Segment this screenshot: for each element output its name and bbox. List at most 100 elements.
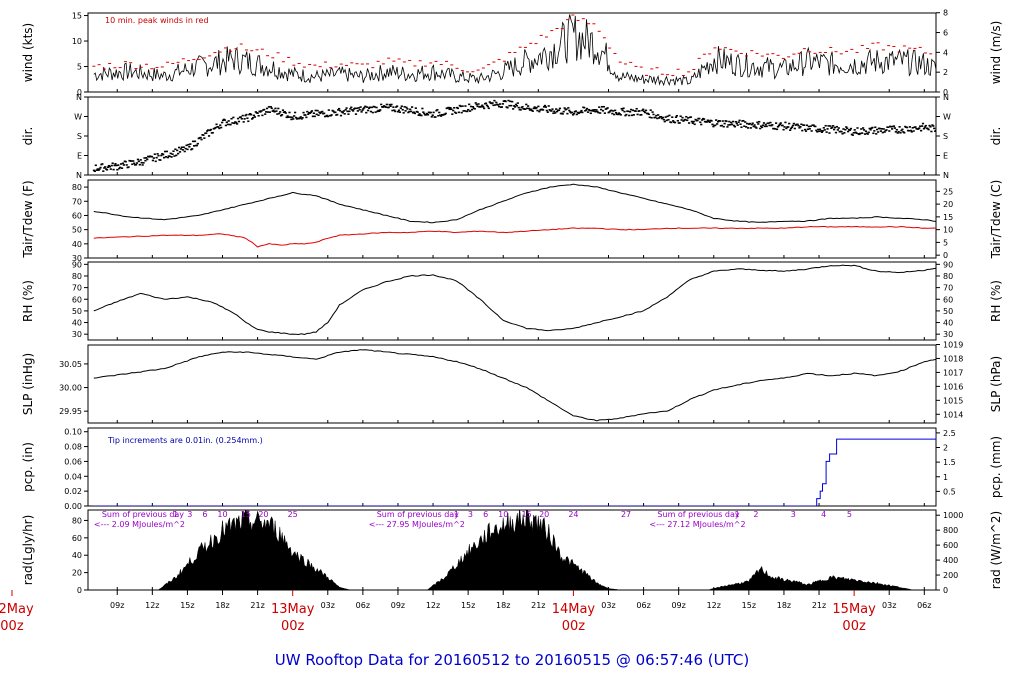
wind-dir-point xyxy=(595,109,598,111)
wind-dir-point xyxy=(121,162,125,165)
wind-dir-point xyxy=(863,133,867,135)
wind-dir-point xyxy=(723,122,726,125)
wind-dir-point xyxy=(667,118,670,121)
wind-dir-point xyxy=(825,131,828,133)
wind-dir-point xyxy=(768,124,771,127)
wind-dir-point xyxy=(507,99,510,102)
temp-frame xyxy=(87,179,937,259)
wind-dir-point xyxy=(849,127,853,130)
wind-dir-point xyxy=(888,130,891,132)
wind-dir-point xyxy=(638,110,641,112)
wind-dir-point xyxy=(763,125,766,128)
wind-dir-point xyxy=(163,156,166,159)
wind-dir-point xyxy=(321,110,324,113)
wind-dir-point xyxy=(226,123,229,126)
temp-ytick-label: 50 xyxy=(72,226,82,235)
rad-hour-label: 3 xyxy=(791,510,796,519)
wind-dir-point xyxy=(514,103,518,106)
wind-dir-point xyxy=(143,157,146,159)
wind-dir-point xyxy=(481,104,484,107)
dir-ytick-right-label: E xyxy=(943,152,948,161)
pcp-data xyxy=(93,431,936,506)
wind-dir-point xyxy=(159,159,162,161)
wind-dir-point xyxy=(306,110,309,113)
wind-dir-point xyxy=(191,148,194,150)
wind-dir-point xyxy=(365,111,368,114)
wind-dir-point xyxy=(593,108,596,111)
wind-dir-point xyxy=(760,126,764,129)
wind-dir-point xyxy=(337,109,340,111)
wind-dir-point xyxy=(681,116,684,119)
wind-dir-point xyxy=(774,128,777,130)
wind-dir-point xyxy=(602,105,606,108)
wind-dir-point xyxy=(675,114,679,117)
wind-dir-point xyxy=(668,114,671,117)
wind-dir-point xyxy=(163,150,167,153)
wind-dir-point xyxy=(156,153,159,155)
wind-dir-point xyxy=(299,116,302,118)
wind-dir-point xyxy=(803,124,806,127)
wind-dir-point xyxy=(894,131,897,133)
pcp-ytick-label: 0.06 xyxy=(64,457,82,466)
wind-dir-point xyxy=(751,122,754,125)
wind-dir-point xyxy=(715,119,718,121)
wind-dir-point xyxy=(283,110,286,113)
wind-dir-point xyxy=(357,107,360,109)
wind-dir-point xyxy=(642,108,645,111)
rad-sum-annotation: <--- 27.12 MJoules/m^2 xyxy=(649,520,745,529)
x-tick-label: 12z xyxy=(426,601,440,610)
x-tick-label: 09z xyxy=(110,601,124,610)
wind-dir-point xyxy=(608,111,611,113)
wind-dir-point xyxy=(771,124,774,126)
wind-dir-point xyxy=(425,113,428,116)
wind-dir-point xyxy=(808,128,811,130)
wind-dir-point xyxy=(610,109,613,112)
wind-dir-point xyxy=(783,126,786,128)
wind-dir-point xyxy=(229,123,232,126)
wind-dir-point xyxy=(670,121,673,124)
wind-dir-point xyxy=(253,116,256,118)
temp-Tair-line xyxy=(93,183,936,224)
rad-hour-label: 1 xyxy=(735,510,740,519)
rh-ytick-right-label: 40 xyxy=(943,319,953,328)
wind-dir-point xyxy=(420,114,423,117)
wind-dir-point xyxy=(508,104,511,107)
slp-data xyxy=(93,349,936,422)
wind-dir-point xyxy=(833,128,836,131)
wind-dir-point xyxy=(775,128,779,131)
wind-dir-point xyxy=(203,137,206,139)
wind-dir-point xyxy=(401,108,404,111)
wind-dir-point xyxy=(513,106,517,108)
wind-dir-point xyxy=(164,155,168,158)
wind-dir-point xyxy=(510,104,513,107)
wind-dir-point xyxy=(256,112,259,114)
wind-dir-point xyxy=(649,109,652,111)
wind-dir-point xyxy=(310,110,314,112)
wind-dir-point xyxy=(298,117,301,119)
dir-ylabel-right: dir. xyxy=(989,127,1003,146)
wind-dir-point xyxy=(782,128,785,131)
wind-dir-point xyxy=(498,105,501,108)
pcp-ylabel-right: pcp. (mm) xyxy=(989,436,1003,498)
wind-dir-point xyxy=(115,164,118,167)
wind-dir-point xyxy=(557,109,561,111)
wind-dir-point xyxy=(635,107,638,110)
wind-dir-point xyxy=(620,107,623,110)
rh-RH-line xyxy=(93,264,936,336)
wind-dir-point xyxy=(545,109,548,112)
wind-dir-point xyxy=(887,126,890,128)
wind-dir-point xyxy=(434,116,437,118)
wind-dir-point xyxy=(748,122,751,125)
wind-dir-point xyxy=(187,143,190,146)
x-tick-label: 18z xyxy=(215,601,229,610)
wind-dir-point xyxy=(494,104,497,106)
wind-dir-point xyxy=(300,118,303,120)
rad-sum-annotation: Sum of previous day xyxy=(377,510,459,519)
wind-dir-point xyxy=(414,107,417,109)
wind-dir-point xyxy=(183,150,186,153)
wind-dir-point xyxy=(250,113,253,116)
wind-dir-point xyxy=(671,116,674,119)
temp-data xyxy=(93,183,936,248)
wind-dir-point xyxy=(731,123,734,126)
